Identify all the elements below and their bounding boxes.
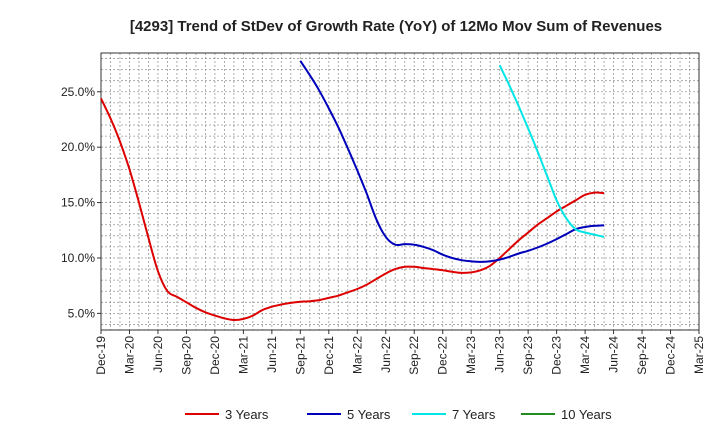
x-tick-label: Sep-20 [179,336,193,375]
y-tick-label: 25.0% [61,85,95,99]
legend-label: 3 Years [225,407,269,422]
x-tick-label: Jun-23 [493,336,507,373]
y-tick-label: 5.0% [68,306,96,320]
x-tick-label: Jun-21 [265,336,279,373]
x-tick-label: Sep-21 [293,336,307,375]
y-axis-ticks: 5.0% 10.0% 15.0% 20.0% 25.0% [61,85,101,320]
x-tick-label: Mar-21 [236,336,250,374]
x-tick-label: Jun-22 [379,336,393,373]
y-tick-label: 10.0% [61,251,95,265]
x-tick-label: Dec-24 [664,336,678,375]
series-line-5-years [299,60,605,263]
x-tick-label: Mar-24 [578,336,592,374]
x-tick-label: Sep-23 [521,336,535,375]
x-tick-label: Dec-23 [550,336,564,375]
x-tick-label: Mar-23 [464,336,478,374]
x-tick-label: Dec-20 [208,336,222,375]
chart-title: [4293] Trend of StDev of Growth Rate (Yo… [130,18,662,35]
series-line-7-years [498,64,605,238]
x-axis-ticks: Dec-19 Mar-20 Jun-20 Sep-20 Dec-20 Mar-21 Jun-… [94,330,706,375]
x-tick-label: Dec-19 [94,336,108,375]
legend-label: 5 Years [347,407,391,422]
x-tick-label: Mar-25 [692,336,706,374]
x-tick-label: Dec-22 [436,336,450,375]
x-tick-label: Jun-24 [607,336,621,373]
legend-label: 7 Years [452,407,496,422]
x-tick-label: Dec-21 [322,336,336,375]
y-tick-label: 20.0% [61,140,95,154]
x-tick-label: Sep-24 [635,336,649,375]
series-lines [100,60,605,322]
plot-frame [100,52,700,331]
series-line-3-years [100,97,605,322]
x-tick-label: Jun-20 [151,336,165,373]
legend-label: 10 Years [561,407,612,422]
x-tick-label: Mar-22 [350,336,364,374]
y-tick-label: 15.0% [61,196,95,210]
legend: 3 Years 5 Years 7 Years 10 Years [185,407,612,422]
plot-area [101,53,699,330]
x-tick-label: Mar-20 [122,336,136,374]
x-tick-label: Sep-22 [407,336,421,375]
